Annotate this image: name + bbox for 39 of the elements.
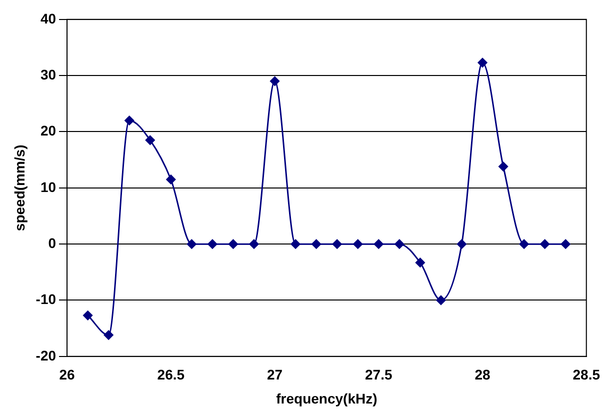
y-tick-label: 30: [40, 66, 56, 82]
point: [249, 239, 259, 249]
point: [456, 239, 466, 249]
point: [540, 239, 550, 249]
point: [290, 239, 300, 249]
x-tick-label: 27: [266, 366, 283, 383]
point: [498, 162, 508, 172]
point: [519, 239, 529, 249]
point: [104, 330, 114, 340]
y-axis-title: speed(mm/s): [11, 144, 28, 232]
point: [312, 239, 322, 249]
y-tick-label: 40: [40, 10, 56, 26]
y-tick-label: 20: [40, 122, 56, 139]
y-tick-label: 0: [48, 234, 56, 251]
y-tick-label: -10: [36, 291, 56, 308]
x-tick-label: 28: [474, 366, 491, 383]
point: [332, 239, 342, 249]
point: [353, 239, 363, 249]
point: [228, 239, 238, 249]
point: [394, 239, 404, 249]
point: [124, 116, 134, 126]
x-tick-label: 28.5: [572, 366, 600, 383]
x-axis-title: frequency(kHz): [276, 390, 378, 406]
y-tick-label: 10: [40, 178, 56, 195]
point: [436, 295, 446, 305]
x-tick-label: 26: [59, 366, 76, 383]
point: [186, 239, 196, 249]
point: [415, 258, 425, 268]
x-tick-label: 26.5: [157, 366, 185, 383]
point: [208, 239, 218, 249]
point: [560, 239, 570, 249]
point: [478, 58, 488, 68]
x-tick-label: 27.5: [365, 366, 392, 383]
point: [83, 310, 93, 320]
point: [166, 174, 176, 184]
point: [374, 239, 384, 249]
point: [270, 76, 280, 86]
y-tick-label: -20: [36, 347, 56, 364]
point: [145, 135, 155, 145]
